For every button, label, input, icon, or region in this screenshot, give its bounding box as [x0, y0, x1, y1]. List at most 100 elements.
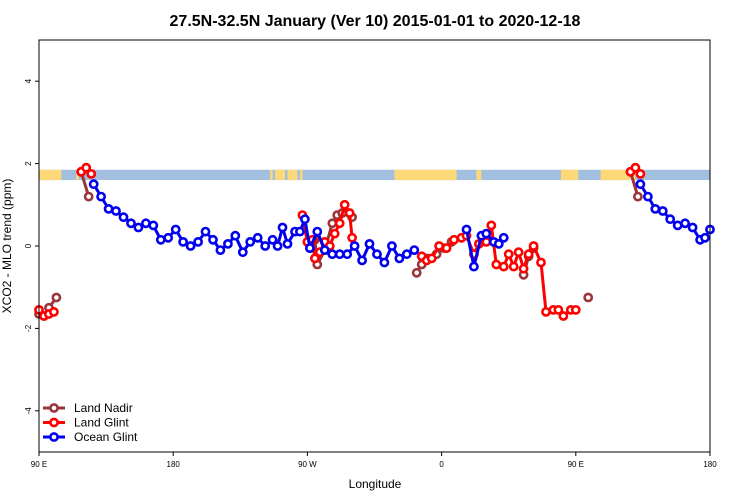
series-1-point-2-7: [329, 228, 340, 239]
series-2-point-0-0: [88, 179, 99, 190]
series-2-point-0-38: [357, 255, 367, 266]
series-2-point-0-22: [252, 232, 263, 243]
chart-title: 27.5N-32.5N January (Ver 10) 2015-01-01 …: [170, 13, 581, 30]
series-1-point-3-23: [553, 304, 564, 315]
series-2-point-0-41: [379, 257, 390, 268]
series-0-point-5-0: [583, 292, 594, 303]
series-1-point-3-16: [513, 247, 524, 258]
series-1-point-3-24: [558, 311, 569, 321]
series-2-point-1-6: [498, 232, 509, 243]
series-1-point-3-18: [523, 249, 534, 260]
series-2-point-0-35: [334, 249, 345, 260]
series-2-point-0-18: [222, 238, 233, 249]
series-1-point-3-20: [536, 257, 546, 268]
x-tick-label-0: 90 E: [31, 460, 47, 469]
series-1-point-2-11: [347, 232, 357, 243]
series-0-point-0-3: [51, 292, 62, 303]
series-2-point-0-42: [386, 241, 397, 251]
legend-label-2: Ocean Glint: [74, 430, 138, 444]
series-2-point-2-2: [650, 203, 661, 214]
series-2-point-0-21: [245, 236, 256, 247]
series-2-point-0-1: [96, 191, 106, 202]
series-2-point-0-40: [372, 249, 382, 260]
series-1-point-1-2: [86, 168, 97, 179]
series-1-point-2-9: [339, 199, 350, 210]
series-2-point-0-31: [304, 243, 315, 253]
y-axis-label: XCO2 - MLO trend (ppm): [0, 179, 14, 314]
series-2-point-0-13: [185, 241, 196, 251]
y-axis: -4 -2 0 2 4: [24, 78, 39, 414]
series-1-point-0-3: [49, 306, 59, 317]
series-1-point-2-10: [344, 208, 355, 218]
series-2-point-0-43: [394, 253, 405, 264]
land-band-9: [600, 169, 636, 181]
series-2-point-0-12: [178, 236, 188, 247]
series-2-point-0-8: [148, 220, 159, 231]
series-2-point-0-6: [133, 222, 144, 233]
x-tick-label-4: 90 E: [568, 460, 584, 469]
plot-frame: [38, 39, 711, 453]
series-2-point-0-11: [170, 224, 181, 235]
land-band-0: [39, 169, 62, 181]
series-2-point-0-19: [230, 230, 241, 241]
series-2-point-2-9: [700, 232, 710, 243]
x-axis-label: Longitude: [349, 477, 402, 491]
series-2-point-0-30: [299, 214, 310, 225]
series-2-point-2-1: [643, 191, 653, 202]
series-2-point-0-29: [294, 226, 305, 237]
series-layer: [34, 162, 715, 321]
series-1: [34, 162, 646, 321]
series-1-point-3-15: [508, 261, 519, 272]
series-1-point-3-26: [570, 304, 581, 315]
series-2-point-0-24: [267, 234, 278, 245]
y-tick-label-3: 2: [24, 161, 33, 166]
y-tick-label-1: -2: [24, 324, 33, 332]
series-0-point-6-1: [633, 191, 643, 202]
series-2-point-0-10: [163, 232, 174, 243]
series-0: [34, 166, 643, 321]
series-2-point-0-4: [118, 212, 129, 223]
series-2-point-0-17: [215, 245, 226, 255]
series-2-point-1-3: [481, 228, 492, 239]
surface-band: [39, 169, 710, 181]
series-1-point-3-5: [449, 234, 459, 245]
x-axis: 90 E 180 90 W 0 90 E 180: [31, 452, 717, 469]
series-1-point-3-19: [528, 241, 539, 251]
series-2-point-0-5: [126, 218, 136, 229]
series-2-point-0-3: [111, 206, 121, 216]
series-1-point-4-1: [630, 162, 641, 173]
series-1-point-3-17: [518, 263, 529, 274]
series-2-point-0-33: [319, 245, 330, 255]
series-2-point-2-4: [665, 214, 676, 225]
land-band-5: [299, 169, 303, 181]
ocean-band: [39, 169, 710, 181]
series-1-point-2-3: [309, 253, 320, 264]
series-0-point-3-0: [411, 267, 422, 278]
series-2-point-2-3: [657, 206, 668, 216]
x-tick-label-2: 90 W: [298, 460, 317, 469]
series-1-point-3-21: [541, 306, 551, 317]
series-1-point-2-8: [334, 218, 345, 229]
x-tick-label-3: 0: [439, 460, 444, 469]
series-1-point-3-4: [441, 243, 452, 253]
legend-swatch-marker-0: [49, 403, 59, 413]
legend-swatch-marker-1: [49, 417, 59, 428]
series-1-point-3-14: [503, 249, 514, 260]
y-tick-label-0: -4: [24, 407, 33, 415]
legend-swatch-marker-2: [49, 432, 59, 442]
land-band-7: [476, 169, 482, 181]
series-2-point-0-39: [364, 238, 375, 249]
series-2-point-0-27: [282, 238, 293, 249]
land-band-8: [560, 169, 579, 181]
series-2-point-0-32: [312, 226, 323, 237]
legend-label-0: Land Nadir: [74, 401, 133, 415]
series-2-point-1-5: [493, 238, 504, 249]
land-band-3: [275, 169, 286, 181]
series-2-point-0-44: [401, 249, 412, 260]
series-1-point-1-1: [81, 162, 92, 173]
series-1-line-3: [420, 223, 576, 318]
series-2-point-2-0: [635, 179, 646, 190]
series-2-line-2: [639, 183, 712, 242]
